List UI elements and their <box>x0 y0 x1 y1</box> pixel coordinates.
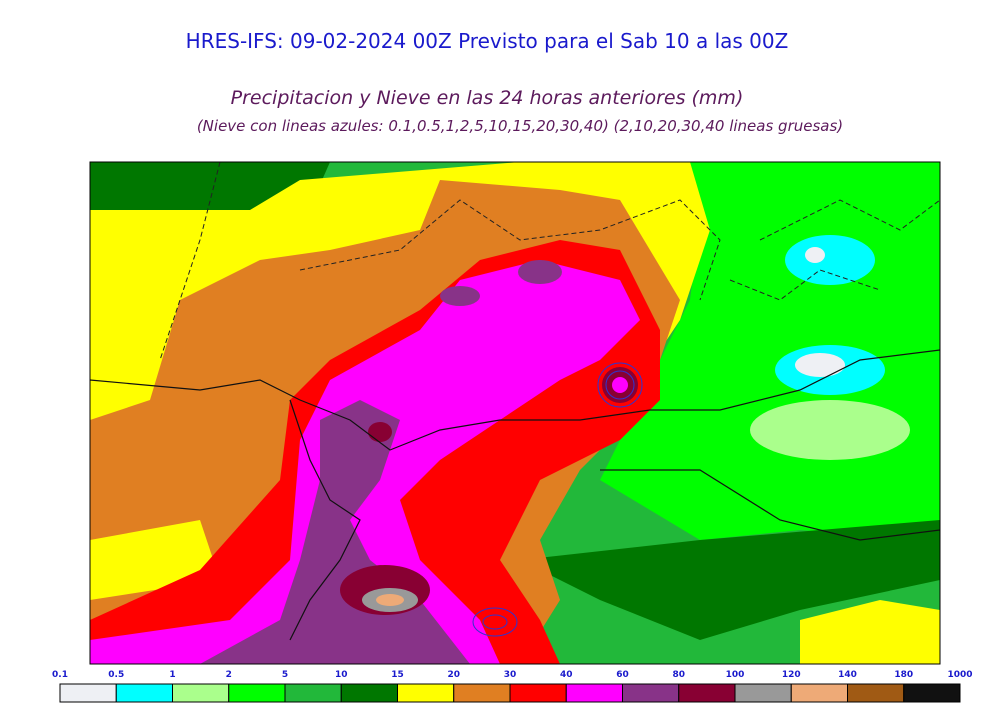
color-box <box>172 683 230 703</box>
level-label: 5 <box>282 670 288 680</box>
level-label: 140 <box>838 670 857 680</box>
color-box <box>228 683 286 703</box>
level-label: 180 <box>894 670 913 680</box>
level-label: 80 <box>672 670 685 680</box>
level-label: 1 <box>169 670 175 680</box>
color-box <box>340 683 398 703</box>
map <box>89 161 941 665</box>
color-box <box>790 683 848 703</box>
level-label: 20 <box>447 670 460 680</box>
color-box <box>509 683 567 703</box>
level-label: 60 <box>616 670 629 680</box>
color-box <box>734 683 792 703</box>
level-label: 120 <box>782 670 801 680</box>
level-label: 10 <box>335 670 348 680</box>
color-box <box>678 683 736 703</box>
color-box <box>903 683 961 703</box>
color-box <box>284 683 342 703</box>
level-label: 1000 <box>947 670 972 680</box>
color-box <box>565 683 623 703</box>
level-label: 100 <box>726 670 745 680</box>
colorbar: 0.1 0.5 1 2 5 10 15 20 30 40 60 80 100 120 140 180 1000 <box>52 670 973 703</box>
level-label: 15 <box>391 670 404 680</box>
color-box <box>59 683 117 703</box>
color-box <box>397 683 455 703</box>
level-label: 30 <box>504 670 517 680</box>
level-label: 40 <box>560 670 573 680</box>
color-box <box>453 683 511 703</box>
color-box <box>622 683 680 703</box>
level-label: 0.1 <box>52 670 68 680</box>
level-label: 0.5 <box>108 670 124 680</box>
subtitle: Precipitacion y Nieve en las 24 horas an… <box>231 87 744 109</box>
color-box <box>847 683 905 703</box>
title: HRES-IFS: 09-02-2024 00Z Previsto para e… <box>186 29 789 53</box>
note: (Nieve con lineas azules: 0.1,0.5,1,2,5,… <box>197 117 843 135</box>
level-label: 2 <box>226 670 232 680</box>
color-box <box>115 683 173 703</box>
